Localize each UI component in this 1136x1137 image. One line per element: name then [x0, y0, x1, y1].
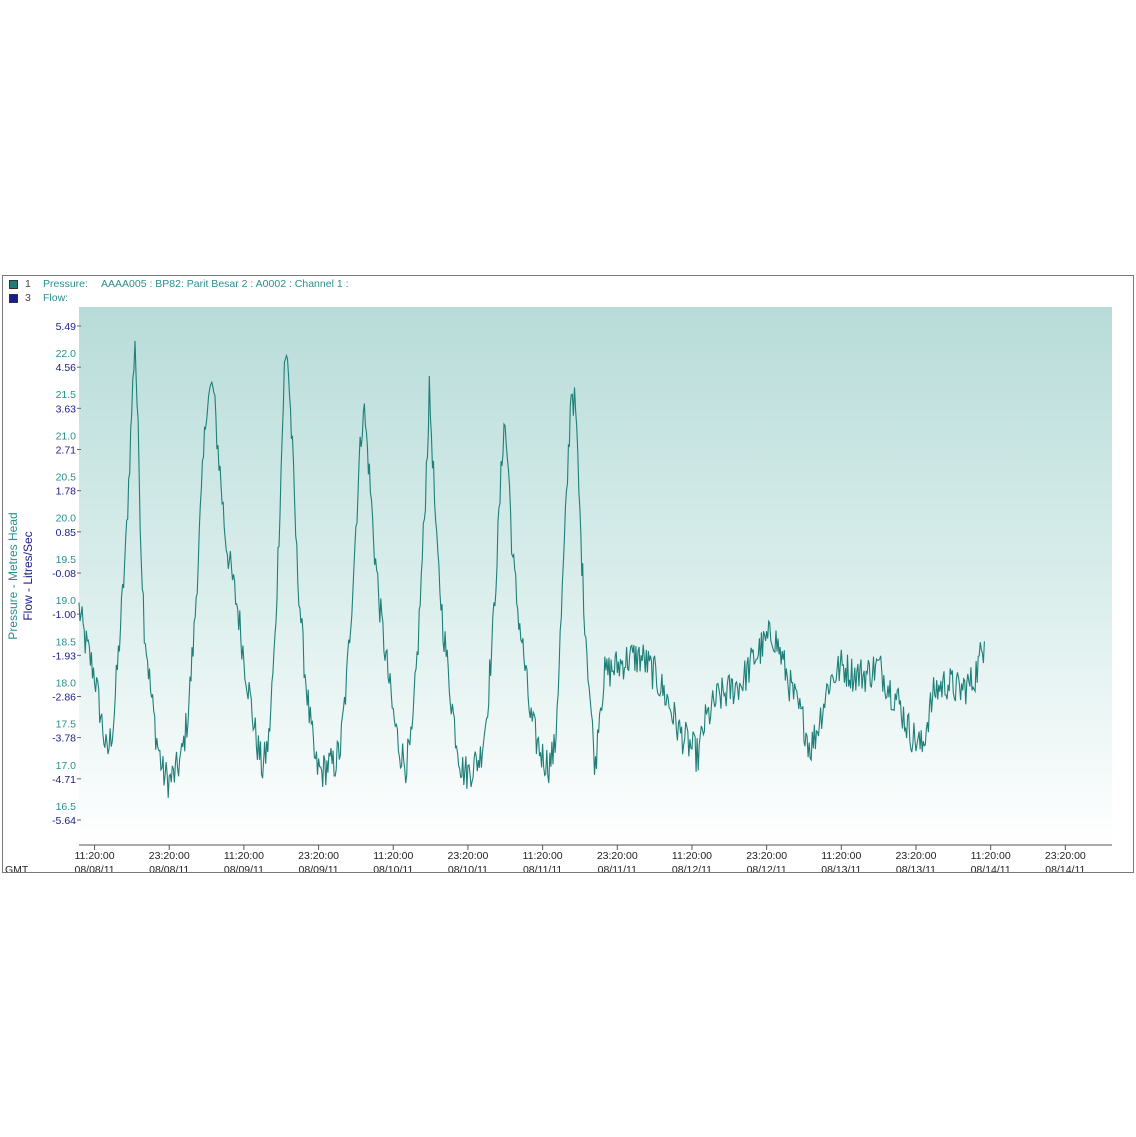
x-tick-label-date: 08/09/11: [224, 864, 264, 872]
y-tick-label-pressure: 18.5: [56, 636, 77, 648]
y-axis-title-flow: Flow - Litres/Sec: [21, 531, 35, 620]
timezone-label: GMT: [5, 864, 29, 872]
y-tick-label-flow: -5.64: [52, 815, 76, 827]
y-tick-label-flow: -2.86: [52, 692, 76, 704]
y-tick-label-flow: -0.08: [52, 568, 76, 580]
x-tick-label-date: 08/13/11: [821, 864, 861, 872]
legend-number: 3: [25, 292, 31, 304]
plot-background: [79, 307, 1112, 845]
y-tick-label-flow: 4.56: [56, 362, 77, 374]
y-tick-label-flow: 5.49: [56, 321, 77, 333]
x-tick-label-time: 11:20:00: [821, 850, 861, 862]
legend-swatch: [9, 280, 18, 289]
y-tick-label-pressure: 16.5: [56, 801, 77, 813]
y-tick-label-flow: 0.85: [56, 527, 77, 539]
x-tick-label-date: 08/09/11: [299, 864, 339, 872]
legend-series-description: AAAA005 : BP82: Parit Besar 2 : A0002 : …: [101, 278, 349, 290]
y-tick-label-flow: -1.00: [52, 609, 76, 621]
y-tick-label-pressure: 19.5: [56, 554, 77, 566]
x-tick-label-time: 23:20:00: [746, 850, 787, 862]
y-tick-label-pressure: 19.0: [56, 595, 77, 607]
y-tick-label-pressure: 18.0: [56, 677, 77, 689]
y-axis-title-pressure: Pressure - Metres Head: [6, 512, 20, 639]
series-line-pressure: [78, 340, 985, 798]
x-tick-label-time: 11:20:00: [672, 850, 712, 862]
x-tick-label-date: 08/08/11: [149, 864, 189, 872]
legend-number: 1: [25, 278, 31, 290]
chart-frame: 1 Pressure: AAAA005 : BP82: Parit Besar …: [2, 275, 1134, 873]
chart-plot: 22.0 21.5 21.0 20.5 20.0 19.5 19.0 18.5 18.0 17.5…: [5, 307, 1112, 872]
x-tick-label-time: 11:20:00: [523, 850, 563, 862]
x-tick-label-date: 08/10/11: [373, 864, 413, 872]
x-tick-label-time: 23:20:00: [298, 850, 339, 862]
x-tick-label-time: 23:20:00: [149, 850, 190, 862]
y-tick-label-flow: -4.71: [52, 774, 76, 786]
x-tick-label-time: 11:20:00: [373, 850, 413, 862]
y-tick-label-pressure: 21.5: [56, 389, 77, 401]
y-tick-label-flow: -3.78: [52, 733, 76, 745]
y-tick-label-pressure: 20.5: [56, 472, 77, 484]
x-tick-label-date: 08/11/11: [523, 864, 562, 872]
x-tick-label-time: 11:20:00: [75, 850, 115, 862]
y-tick-label-flow: 1.78: [56, 486, 77, 498]
x-tick-label-time: 23:20:00: [597, 850, 638, 862]
y-tick-label-flow: 2.71: [56, 445, 77, 457]
x-tick-label-date: 08/13/11: [896, 864, 936, 872]
x-tick-label-date: 08/14/11: [1045, 864, 1085, 872]
legend-series-name: Flow:: [43, 292, 69, 304]
x-tick-label-date: 08/08/11: [75, 864, 115, 872]
y-tick-label-flow: -1.93: [52, 650, 76, 662]
x-tick-label-time: 11:20:00: [224, 850, 264, 862]
y-tick-label-pressure: 21.0: [56, 430, 77, 442]
x-tick-label-date: 08/12/11: [672, 864, 712, 872]
x-tick-label-date: 08/14/11: [971, 864, 1011, 872]
x-tick-label-date: 08/12/11: [747, 864, 787, 872]
y-tick-label-pressure: 17.0: [56, 760, 77, 772]
y-tick-label-pressure: 20.0: [56, 513, 77, 525]
y-tick-label-pressure: 17.5: [56, 719, 77, 731]
x-tick-label-time: 23:20:00: [896, 850, 937, 862]
y-tick-label-flow: 3.63: [56, 403, 77, 415]
x-tick-label-time: 11:20:00: [971, 850, 1011, 862]
x-tick-label-time: 23:20:00: [1045, 850, 1086, 862]
y-tick-label-pressure: 22.0: [56, 348, 77, 360]
x-tick-label-date: 08/10/11: [448, 864, 488, 872]
legend-swatch: [9, 294, 18, 303]
x-tick-label-date: 08/11/11: [598, 864, 637, 872]
x-tick-label-time: 23:20:00: [447, 850, 488, 862]
legend-series-name: Pressure:: [43, 278, 88, 290]
